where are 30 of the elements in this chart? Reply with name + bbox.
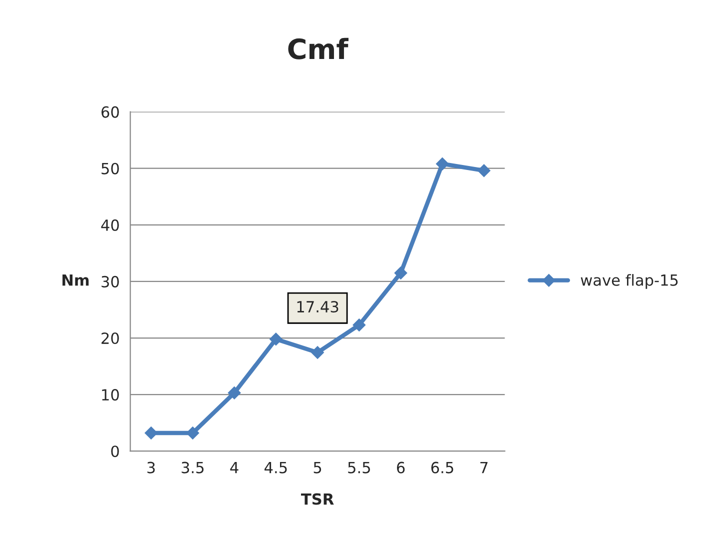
y-tick-label: 0 [111, 446, 119, 458]
y-tick-label: 60 [102, 106, 119, 118]
point [352, 318, 366, 332]
x-tick-label: 6 [396, 462, 405, 474]
point [270, 332, 282, 346]
x-tick-label: 3 [147, 462, 155, 474]
data-label: 17.43 [297, 300, 338, 313]
x-tick-label: 5.5 [348, 462, 370, 474]
y-tick-label: 30 [102, 276, 119, 288]
point [478, 164, 490, 178]
point [436, 157, 449, 170]
chart-title: Cmf [288, 38, 348, 60]
point [311, 346, 324, 359]
y-axis-title: Nm [62, 274, 89, 286]
point [186, 426, 200, 440]
x-axis-title: TSR [301, 493, 334, 505]
point [228, 386, 241, 400]
x-tick-label: 6.5 [431, 462, 454, 474]
point [394, 266, 408, 280]
point [144, 426, 158, 440]
x-tick-label: 7 [480, 462, 488, 474]
y-tick-label: 50 [102, 162, 119, 174]
x-tick-label: 4 [230, 462, 238, 474]
legend-label: wave flap-15 [580, 274, 678, 289]
x-tick-label: 5 [314, 462, 322, 474]
x-tick-label: 3.5 [182, 462, 204, 474]
y-tick-label: 20 [102, 332, 119, 344]
x-tick-label: 4.5 [264, 462, 287, 474]
y-tick-label: 10 [102, 389, 119, 401]
y-tick-label: 40 [101, 219, 119, 231]
